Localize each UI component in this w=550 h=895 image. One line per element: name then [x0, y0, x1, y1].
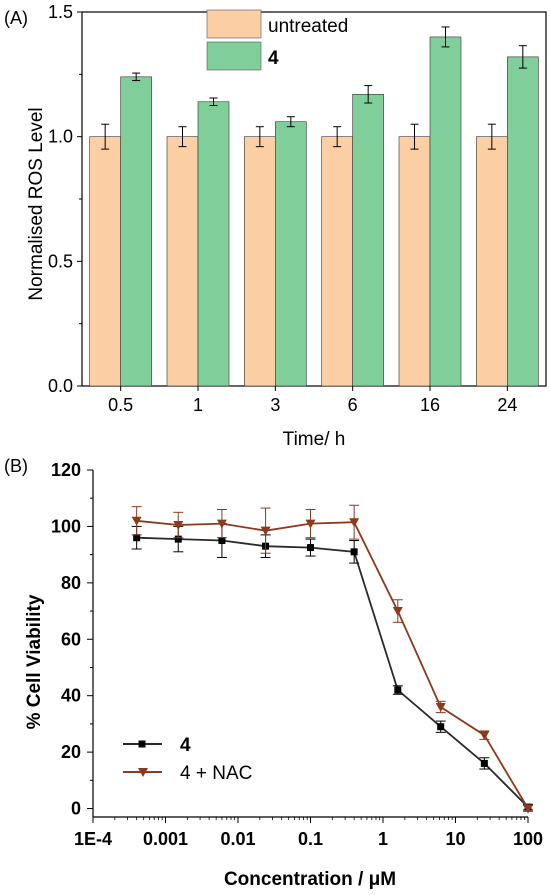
panel-b-x-tick-label: 0.001	[143, 829, 188, 849]
panel-a-y-tick-label: 1.5	[48, 2, 73, 22]
legend-marker-4-nac	[138, 768, 148, 777]
data-point-4	[350, 548, 358, 556]
bar-untreated-16	[398, 136, 431, 387]
panel-b-y-tick-label: 20	[61, 742, 81, 762]
data-point-4-nac	[173, 521, 184, 531]
panel-b-label: (B)	[4, 456, 28, 476]
panel-a-x-axis-label: Time/ h	[283, 429, 346, 450]
bar-treated-3	[275, 121, 307, 387]
legend-label-4: 4	[268, 48, 279, 69]
data-point-4-nac	[305, 519, 316, 529]
data-point-4-nac	[216, 519, 227, 529]
panel-a-x-tick-label: 24	[497, 395, 517, 415]
panel-b-y-tick-label: 100	[51, 516, 81, 536]
panel-b-y-tick-label: 80	[61, 573, 81, 593]
bar-untreated-24	[476, 136, 508, 387]
panel-a-bar-chart: (A) 0.5 1 3 6 16 24 0.0 0.5 1.0 1.5 untreated 4 T…	[4, 2, 547, 450]
data-point-4-nac	[479, 731, 490, 741]
bar-treated-6	[352, 93, 384, 387]
panel-a-legend: untreated 4	[206, 9, 348, 71]
data-point-4	[133, 534, 141, 542]
bar-treated-0.5	[120, 76, 152, 387]
panel-b-x-tick-label: 0.01	[220, 829, 255, 849]
data-point-4	[174, 535, 182, 543]
panel-a-y-tick-label: 0.0	[48, 376, 73, 396]
panel-b-x-tick-label: 0.1	[298, 829, 323, 849]
panel-a-y-axis-label: Normalised ROS Level	[26, 107, 47, 300]
legend-label-b-4: 4	[180, 735, 191, 756]
bar-treated-16	[429, 36, 462, 387]
bar-untreated-6	[321, 136, 353, 387]
data-point-4	[437, 723, 445, 731]
series-line-4-nac	[136, 519, 529, 809]
panel-b-x-tick-label: 1	[378, 829, 388, 849]
panel-a-x-tick-label: 6	[348, 395, 358, 415]
panel-a-x-tick-label: 1	[193, 395, 203, 415]
panel-b-y-tick-label: 60	[61, 629, 81, 649]
data-point-4-nac	[523, 804, 533, 814]
panel-b-line-chart: (B) 0 20 40 60 80 100 120 1E-4 0.001 0.01 0.1 1 10 10…	[4, 456, 543, 890]
data-point-4-nac	[392, 607, 403, 617]
data-point-4	[480, 759, 488, 767]
panel-b-x-axis-label: Concentration / μM	[224, 869, 396, 890]
panel-b-y-axis-label: % Cell Viability	[24, 594, 45, 729]
legend-label-b-4-nac: 4 + NAC	[180, 763, 252, 784]
data-point-4-nac	[349, 518, 360, 528]
panel-a-y-tick-label: 1.0	[48, 127, 73, 147]
panel-b-legend: 4 4 + NAC	[123, 735, 252, 784]
panel-a-x-tick-label: 3	[270, 395, 280, 415]
panel-b-x-tick-label: 100	[513, 829, 543, 849]
panel-b-y-tick-label: 40	[61, 686, 81, 706]
bar-untreated-0.5	[89, 136, 121, 387]
legend-label-untreated: untreated	[268, 16, 348, 37]
data-point-4-nac	[435, 702, 446, 712]
legend-swatch-untreated	[206, 9, 262, 39]
data-point-4-nac	[131, 516, 142, 526]
legend-marker-4	[138, 740, 146, 748]
data-point-4	[218, 537, 226, 545]
data-point-4	[307, 544, 314, 552]
panel-b-x-tick-label: 10	[445, 829, 465, 849]
panel-b-y-tick-label: 120	[51, 460, 81, 480]
series-line-4	[136, 536, 529, 808]
panel-a-label: (A)	[4, 8, 28, 28]
panel-a-x-tick-label: 0.5	[108, 395, 133, 415]
panel-a-x-tick-label: 16	[420, 395, 440, 415]
bar-untreated-3	[244, 136, 276, 387]
data-point-4-nac	[260, 526, 271, 536]
panel-b-y-tick-label: 0	[71, 799, 81, 819]
bar-untreated-1	[166, 136, 199, 387]
bar-treated-24	[507, 56, 539, 387]
legend-swatch-4	[206, 41, 262, 71]
panel-b-x-tick-label: 1E-4	[74, 829, 112, 849]
panel-a-y-tick-label: 0.5	[48, 251, 73, 271]
data-point-4	[394, 686, 402, 694]
bar-treated-1	[197, 101, 230, 387]
